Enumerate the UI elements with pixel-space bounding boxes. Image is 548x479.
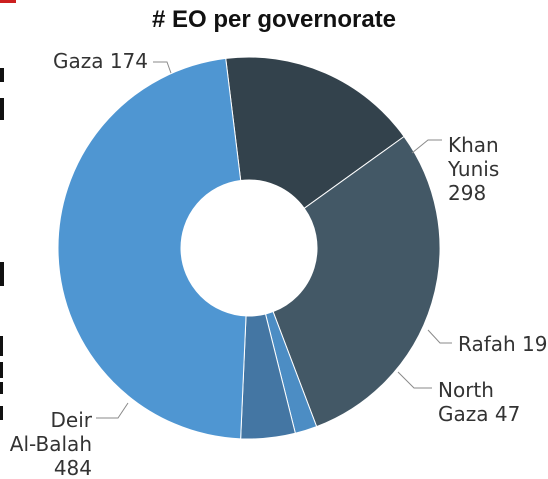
slice-label: Khan Yunis 298 (447, 133, 499, 205)
edge-fragment (0, 382, 3, 394)
leader-line (411, 139, 442, 154)
edge-fragment (0, 98, 4, 120)
pie-slice (272, 135, 441, 428)
edge-fragment (0, 362, 3, 378)
leader-line (427, 329, 452, 344)
edge-fragment (0, 262, 4, 286)
pie-slice (57, 57, 247, 440)
leader-line (153, 61, 173, 77)
leader-line (96, 402, 129, 419)
slice-label: North Gaza 47 (438, 378, 520, 426)
slice-label: Deir Al-Balah 484 (10, 408, 93, 479)
red-accent-mark (0, 0, 16, 3)
slice-label: Rafah 19 (458, 332, 548, 356)
edge-fragment (0, 336, 3, 356)
edge-fragment (0, 68, 4, 82)
pie-slice (225, 56, 405, 210)
leader-line (397, 371, 432, 389)
slice-label: Gaza 174 (53, 49, 148, 73)
edge-fragment (0, 406, 3, 420)
chart-title: # EO per governorate (151, 6, 397, 33)
